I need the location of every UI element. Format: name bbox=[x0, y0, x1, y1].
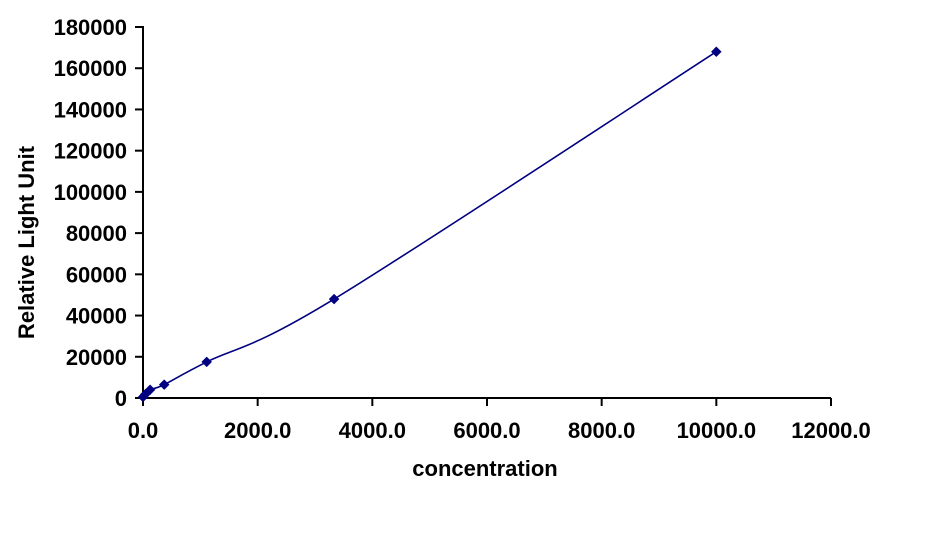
x-tick-label: 6000.0 bbox=[453, 418, 520, 443]
y-tick-label: 180000 bbox=[54, 15, 127, 40]
y-tick-label: 120000 bbox=[54, 139, 127, 164]
y-tick-label: 160000 bbox=[54, 56, 127, 81]
y-tick-label: 40000 bbox=[66, 304, 127, 329]
y-tick-label: 0 bbox=[115, 386, 127, 411]
x-tick-label: 8000.0 bbox=[568, 418, 635, 443]
y-tick-label: 20000 bbox=[66, 345, 127, 370]
y-axis-ticks: 0 20000 40000 60000 80000 100000 120000 140000 1… bbox=[54, 15, 143, 411]
data-point-marker bbox=[710, 46, 722, 58]
x-tick-label: 12000.0 bbox=[791, 418, 871, 443]
x-tick-label: 4000.0 bbox=[339, 418, 406, 443]
y-axis-title: Relative Light Unit bbox=[14, 145, 39, 339]
data-point-marker bbox=[328, 293, 340, 305]
y-tick-label: 60000 bbox=[66, 262, 127, 287]
data-point-marker bbox=[201, 356, 213, 368]
data-point-marker bbox=[158, 379, 170, 390]
y-tick-label: 100000 bbox=[54, 180, 127, 205]
axes bbox=[142, 26, 831, 399]
y-tick-label: 80000 bbox=[66, 221, 127, 246]
x-tick-label: 10000.0 bbox=[677, 418, 757, 443]
x-tick-label: 0.0 bbox=[128, 418, 159, 443]
data-series bbox=[137, 46, 722, 403]
x-axis-title: concentration bbox=[412, 456, 557, 481]
y-tick-label: 140000 bbox=[54, 97, 127, 122]
series-line bbox=[142, 51, 717, 398]
x-axis-ticks: 0.0 2000.0 4000.0 6000.0 8000.0 10000.0 12000.… bbox=[128, 398, 871, 443]
data-point-marker bbox=[144, 384, 156, 396]
x-tick-label: 2000.0 bbox=[224, 418, 291, 443]
